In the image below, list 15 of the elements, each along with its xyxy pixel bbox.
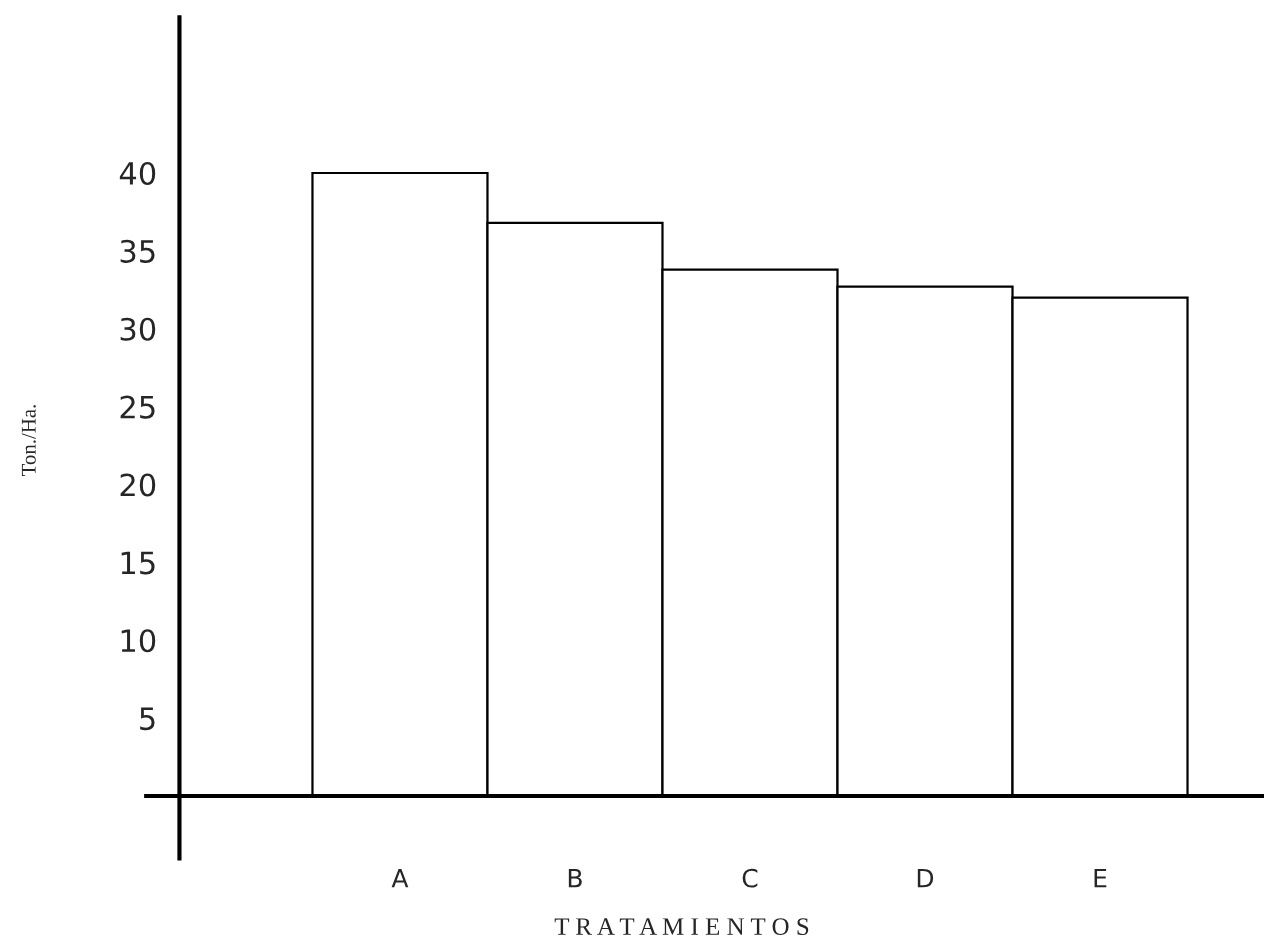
y-tick-label: 5 — [140, 707, 155, 731]
y-tick-label: 15 — [121, 551, 155, 575]
y-tick-label: 35 — [120, 239, 155, 263]
x-tick-label: A — [391, 868, 409, 888]
y-tick-label: 40 — [119, 161, 156, 186]
x-tick-label: B — [568, 868, 582, 888]
y-tick-label: 25 — [120, 395, 155, 419]
y-axis-title: Ton./Ha. — [21, 405, 36, 476]
y-tick-label: 30 — [120, 317, 156, 341]
x-tick-label: D — [917, 868, 934, 888]
x-tick-label: C — [742, 868, 758, 888]
y-tick-label: 10 — [121, 629, 156, 653]
x-axis-title: T R A T A M I E N T O S — [554, 918, 809, 935]
x-tick-label: E — [1094, 868, 1107, 888]
y-tick-label: 20 — [120, 473, 156, 497]
